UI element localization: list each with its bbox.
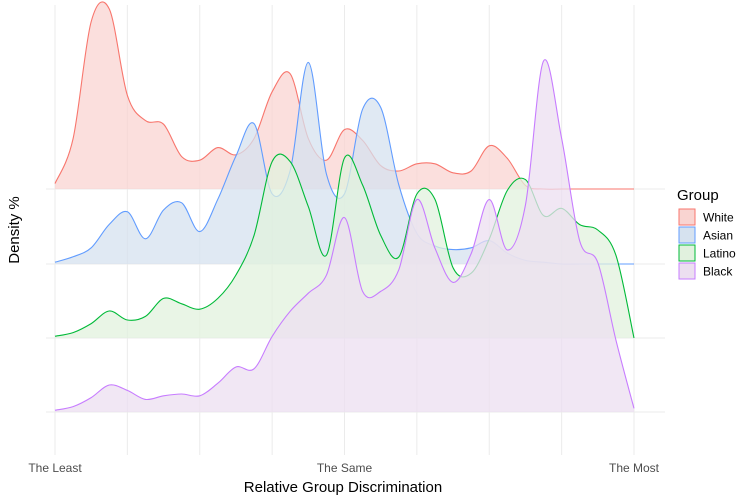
- x-tick-label: The Least: [28, 461, 82, 475]
- legend-label-white: White: [703, 211, 734, 225]
- x-tick-labels: The Least The Same The Most: [28, 461, 659, 475]
- y-axis-title: Density %: [6, 196, 23, 264]
- x-tick-label: The Most: [609, 461, 660, 475]
- x-tick-label: The Same: [317, 461, 373, 475]
- legend-label-asian: Asian: [703, 229, 733, 243]
- legend-label-black: Black: [703, 265, 733, 279]
- ridge-line-black: [54, 59, 635, 411]
- legend-key-white: [678, 208, 696, 226]
- legend-key-latino: [678, 244, 696, 262]
- legend-label-latino: Latino: [703, 247, 736, 261]
- ridge-area-white: [55, 1, 634, 190]
- legend-key-black: [678, 262, 696, 280]
- legend-title: Group: [677, 187, 719, 204]
- x-axis-title: Relative Group Discrimination: [244, 479, 442, 496]
- legend: Group White Asian Latino Black: [677, 187, 736, 280]
- legend-key-asian: [678, 226, 696, 244]
- ridges: [54, 1, 635, 412]
- ridge-area-black: [55, 59, 634, 412]
